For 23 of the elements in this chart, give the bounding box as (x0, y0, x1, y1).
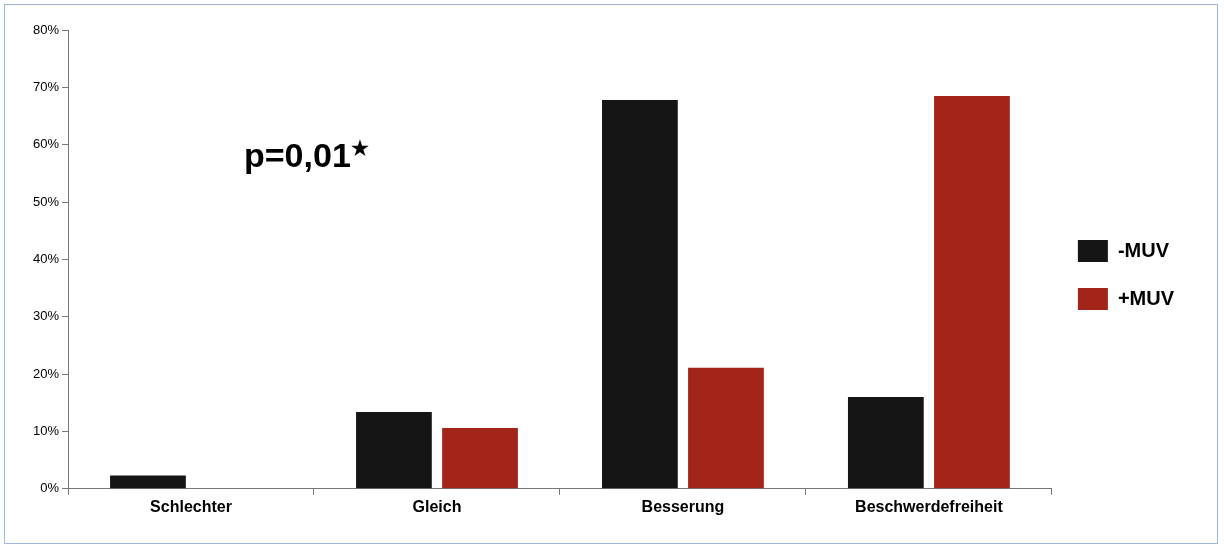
y-tick-label: 10% (32, 423, 60, 439)
y-tick-label: 30% (32, 308, 60, 324)
bar (110, 475, 186, 489)
legend-label: -MUV (1117, 238, 1170, 261)
y-tick-label: 60% (32, 136, 60, 152)
y-tick-label: 40% (32, 250, 60, 266)
bar (847, 397, 924, 489)
x-tick-label: Beschwerdefreiheit (855, 497, 1004, 515)
y-tick-label: 0% (40, 480, 60, 496)
bar (688, 367, 764, 489)
bar (934, 95, 1010, 489)
y-tick-label: 20% (32, 365, 60, 381)
y-tick-label: 50% (32, 193, 60, 209)
bar (356, 411, 432, 489)
bar (602, 99, 678, 489)
x-tick-label: Schlechter (150, 497, 232, 515)
annotation: p=0,01$^{★}$ (244, 136, 369, 176)
legend-label: +MUV (1117, 286, 1175, 309)
x-tick-label: Besserung (641, 497, 725, 515)
bar (442, 428, 518, 489)
y-tick-label: 70% (32, 78, 60, 94)
x-tick-label: Gleich (412, 497, 462, 515)
y-tick-label: 80% (32, 21, 60, 37)
